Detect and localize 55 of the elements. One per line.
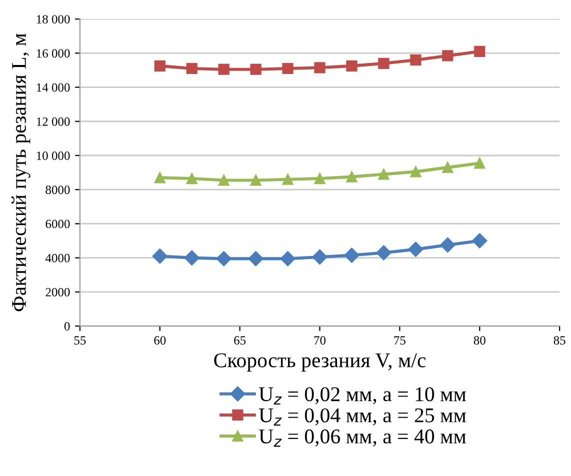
point [474, 46, 486, 58]
point [186, 172, 198, 184]
y-tick-label: 16 000 [36, 49, 70, 58]
x-tick-label: 75 [394, 336, 406, 345]
point [410, 166, 422, 178]
point [282, 174, 294, 185]
point [376, 245, 392, 260]
x-tick-label: 70 [314, 336, 326, 345]
point [346, 60, 358, 72]
point [442, 162, 454, 173]
x-tick-label: 60 [154, 336, 166, 345]
point [344, 248, 360, 263]
point [154, 60, 166, 72]
y-tick-label: 0 [64, 322, 70, 331]
point [408, 242, 424, 257]
point [186, 62, 198, 74]
y-tick-label: 18 000 [36, 15, 70, 24]
legend-label: U$_{z}$ = 0,04 мм, a = 25 мм [258, 408, 466, 426]
point [378, 168, 390, 180]
point [346, 171, 358, 182]
point [474, 158, 486, 169]
point [218, 174, 230, 186]
legend-label: U$_{z}$ = 0,06 мм, a = 40 мм [258, 429, 466, 447]
point [440, 237, 456, 253]
y-tick-label: 8000 [46, 186, 70, 194]
x-tick-label: 80 [474, 336, 486, 345]
point [282, 62, 294, 74]
y-tick-label: 10 000 [36, 152, 70, 160]
point [154, 172, 166, 184]
point [314, 62, 326, 74]
point [250, 174, 262, 186]
point [312, 249, 328, 265]
y-tick-label: 2000 [46, 288, 70, 296]
point [410, 54, 422, 66]
point [248, 251, 264, 266]
x-axis-title: Скорость резания V, м/с [214, 353, 426, 372]
y-tick-label: 6000 [46, 220, 70, 228]
point [184, 250, 200, 266]
x-tick-label: 55 [74, 336, 86, 345]
point [218, 64, 230, 75]
legend-label: U$_{z}$ = 0,02 мм, a = 10 мм [258, 387, 466, 404]
x-tick-label: 85 [554, 336, 566, 345]
x-tick-label: 65 [234, 336, 246, 345]
point [442, 50, 454, 62]
point [216, 251, 232, 266]
point [152, 248, 168, 264]
y-axis-title: Фактический путь резания L, м [12, 33, 30, 312]
y-tick-label: 14 000 [36, 83, 70, 92]
point [314, 172, 326, 184]
y-tick-label: 4000 [45, 254, 70, 262]
point [280, 251, 296, 266]
point [378, 58, 390, 69]
point [472, 233, 488, 248]
point [250, 64, 262, 75]
y-tick-label: 12 000 [36, 117, 70, 126]
